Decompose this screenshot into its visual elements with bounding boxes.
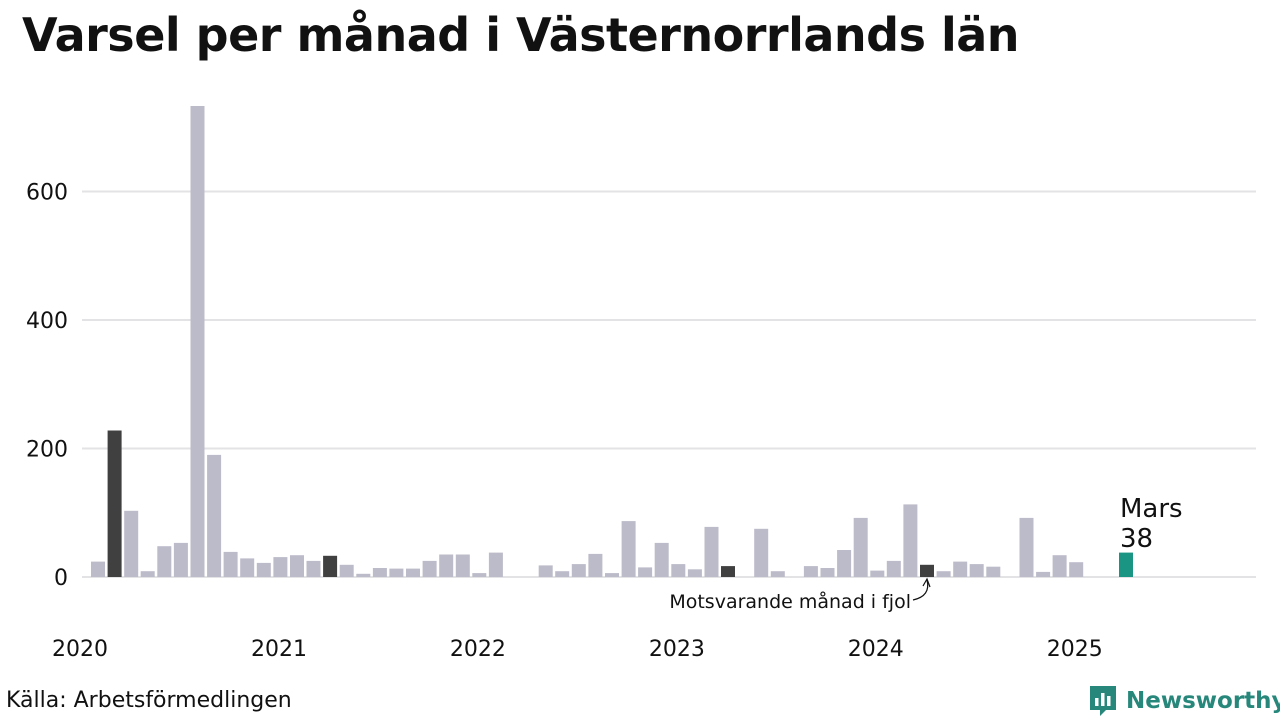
bar [207, 454, 222, 577]
y-tick-label: 0 [54, 566, 68, 591]
bar [455, 554, 470, 577]
bar [671, 564, 686, 577]
newsworthy-logo-icon [1090, 686, 1116, 716]
bar [488, 552, 503, 577]
bar [969, 564, 984, 577]
bar [190, 106, 205, 577]
bar [588, 553, 603, 577]
bar-chart: 0 200 400 600 2020 2021 2022 2023 2024 2025 Mars… [26, 106, 1256, 662]
bar [555, 571, 570, 577]
page-title: Varsel per månad i Västernorrlands län [22, 8, 1020, 62]
source-note: Källa: Arbetsförmedlingen [6, 688, 292, 713]
bar [173, 542, 188, 577]
bars [91, 106, 1133, 577]
bar [422, 560, 437, 577]
bar [356, 573, 371, 577]
bar [140, 571, 155, 577]
y-tick-label: 600 [26, 181, 68, 206]
bar [472, 573, 487, 577]
bar [339, 564, 354, 577]
bar [754, 528, 769, 577]
bar [605, 573, 619, 577]
bar [704, 526, 719, 577]
bar [223, 551, 238, 577]
grid-lines [82, 190, 1256, 578]
bar [538, 565, 553, 577]
x-tick-label: 2023 [649, 637, 705, 662]
bar [770, 571, 785, 577]
bar [1069, 562, 1084, 577]
bar [654, 542, 669, 577]
annotation-arrow [912, 579, 929, 601]
bar [820, 568, 835, 577]
bar [621, 521, 636, 577]
highlight-label: Mars [1120, 494, 1183, 524]
bar [439, 554, 454, 577]
x-tick-label: 2020 [52, 637, 108, 662]
highlight-value: 38 [1120, 524, 1153, 554]
bar [920, 564, 934, 577]
bar [290, 555, 304, 577]
bar [240, 558, 255, 577]
bar [721, 566, 735, 577]
bar [323, 555, 338, 577]
y-tick-label: 400 [26, 309, 68, 334]
bar [372, 568, 387, 577]
bar [886, 560, 901, 577]
bar [406, 568, 420, 577]
bar [91, 561, 105, 577]
bar [986, 566, 1001, 577]
x-tick-label: 2025 [1047, 637, 1103, 662]
bar [157, 546, 172, 577]
bar [687, 569, 702, 577]
bar [936, 571, 951, 577]
y-axis-labels: 0 200 400 600 [26, 181, 68, 592]
bar [953, 561, 968, 577]
bar [870, 570, 885, 577]
bar [571, 564, 586, 577]
brand-logo: Newsworthy [1088, 684, 1280, 718]
x-tick-label: 2021 [251, 637, 307, 662]
bar [1119, 552, 1133, 577]
annotation-text: Motsvarande månad i fjol [669, 590, 911, 613]
bar [853, 517, 868, 577]
bar [107, 430, 122, 577]
bar [837, 550, 852, 577]
bar [256, 562, 271, 577]
bar [273, 557, 288, 577]
annotation-arrowhead [922, 577, 931, 588]
x-axis-labels: 2020 2021 2022 2023 2024 2025 [52, 637, 1103, 662]
x-tick-label: 2024 [848, 637, 904, 662]
bar [306, 560, 321, 577]
bar [1052, 555, 1067, 577]
bar [1036, 571, 1051, 577]
bar [903, 504, 918, 577]
x-tick-label: 2022 [450, 637, 506, 662]
y-tick-label: 200 [26, 438, 68, 463]
bar [638, 567, 653, 577]
bar [389, 568, 404, 577]
bar [803, 566, 818, 577]
brand-name: Newsworthy [1126, 688, 1280, 714]
bar [124, 510, 139, 577]
bar [1019, 517, 1034, 577]
